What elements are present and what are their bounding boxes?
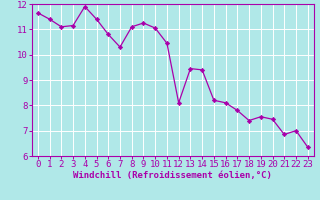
X-axis label: Windchill (Refroidissement éolien,°C): Windchill (Refroidissement éolien,°C)	[73, 171, 272, 180]
